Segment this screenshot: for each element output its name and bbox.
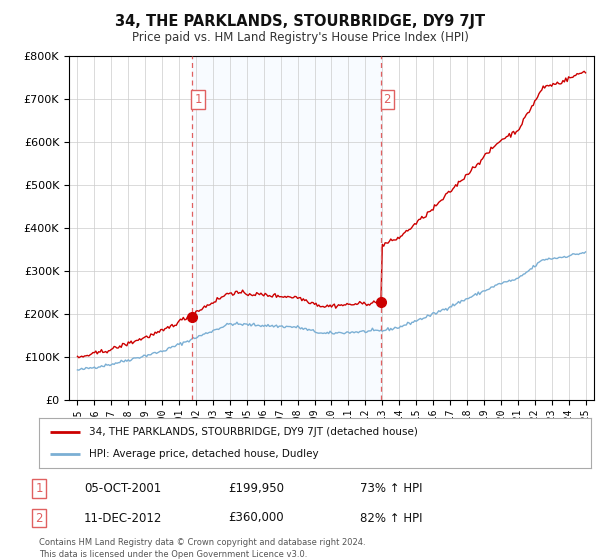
Text: 34, THE PARKLANDS, STOURBRIDGE, DY9 7JT (detached house): 34, THE PARKLANDS, STOURBRIDGE, DY9 7JT … (89, 427, 418, 437)
Bar (192, 56, 381, 400)
Text: 34, THE PARKLANDS, STOURBRIDGE, DY9 7JT: 34, THE PARKLANDS, STOURBRIDGE, DY9 7JT (115, 14, 485, 29)
Text: Contains HM Land Registry data © Crown copyright and database right 2024.
This d: Contains HM Land Registry data © Crown c… (39, 538, 365, 559)
Text: 2: 2 (35, 511, 43, 525)
Text: £199,950: £199,950 (228, 482, 284, 495)
Text: 1: 1 (35, 482, 43, 495)
Text: 05-OCT-2001: 05-OCT-2001 (84, 482, 161, 495)
Text: 1: 1 (194, 92, 202, 105)
Text: Price paid vs. HM Land Registry's House Price Index (HPI): Price paid vs. HM Land Registry's House … (131, 31, 469, 44)
Text: 2: 2 (383, 92, 391, 105)
Text: HPI: Average price, detached house, Dudley: HPI: Average price, detached house, Dudl… (89, 449, 319, 459)
Text: 73% ↑ HPI: 73% ↑ HPI (360, 482, 422, 495)
Text: 11-DEC-2012: 11-DEC-2012 (84, 511, 163, 525)
Text: 82% ↑ HPI: 82% ↑ HPI (360, 511, 422, 525)
Text: £360,000: £360,000 (228, 511, 284, 525)
